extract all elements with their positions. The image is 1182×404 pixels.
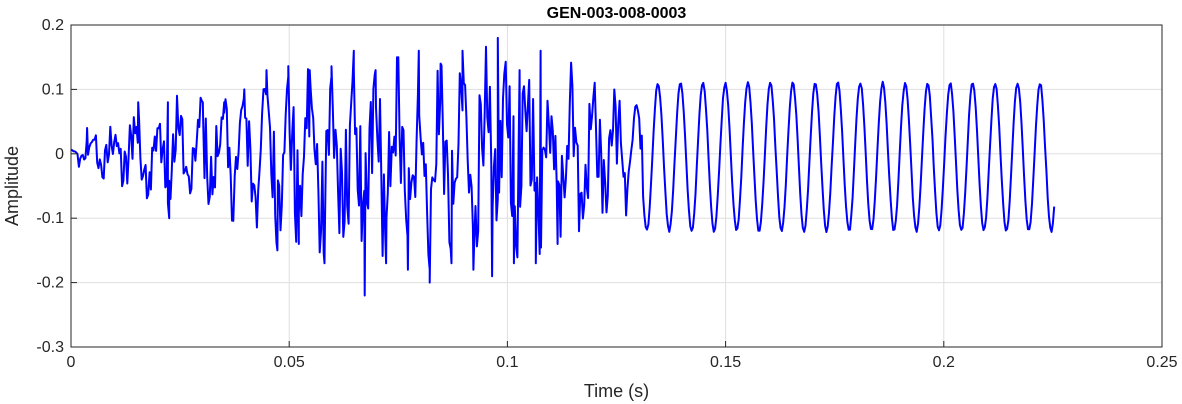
- x-axis-ticks: 0 0.05 0.1 0.15 0.2 0.25: [67, 341, 1178, 371]
- chart-title: GEN-003-008-0003: [547, 5, 687, 22]
- amplitude-series-line: [71, 36, 1056, 297]
- y-tick-label: -0.2: [36, 275, 64, 292]
- x-tick-label: 0.25: [1146, 354, 1177, 371]
- x-tick-label: 0.2: [933, 354, 955, 371]
- y-tick-label: -0.3: [36, 339, 64, 356]
- x-tick-label: 0.1: [496, 354, 518, 371]
- y-axis-label: Amplitude: [2, 146, 22, 226]
- x-tick-label: 0: [67, 354, 76, 371]
- x-tick-label: 0.05: [274, 354, 305, 371]
- y-axis-ticks: -0.3 -0.2 -0.1 0 0.1 0.2: [36, 17, 77, 356]
- plot-area-content: [71, 36, 1056, 297]
- y-tick-label: 0: [55, 146, 64, 163]
- axes-box: [70, 24, 1163, 348]
- y-tick-label: 0.2: [42, 17, 64, 34]
- y-tick-label: -0.1: [36, 210, 64, 227]
- y-tick-label: 0.1: [42, 81, 64, 98]
- x-tick-label: 0.15: [710, 354, 741, 371]
- x-axis-label: Time (s): [584, 381, 649, 401]
